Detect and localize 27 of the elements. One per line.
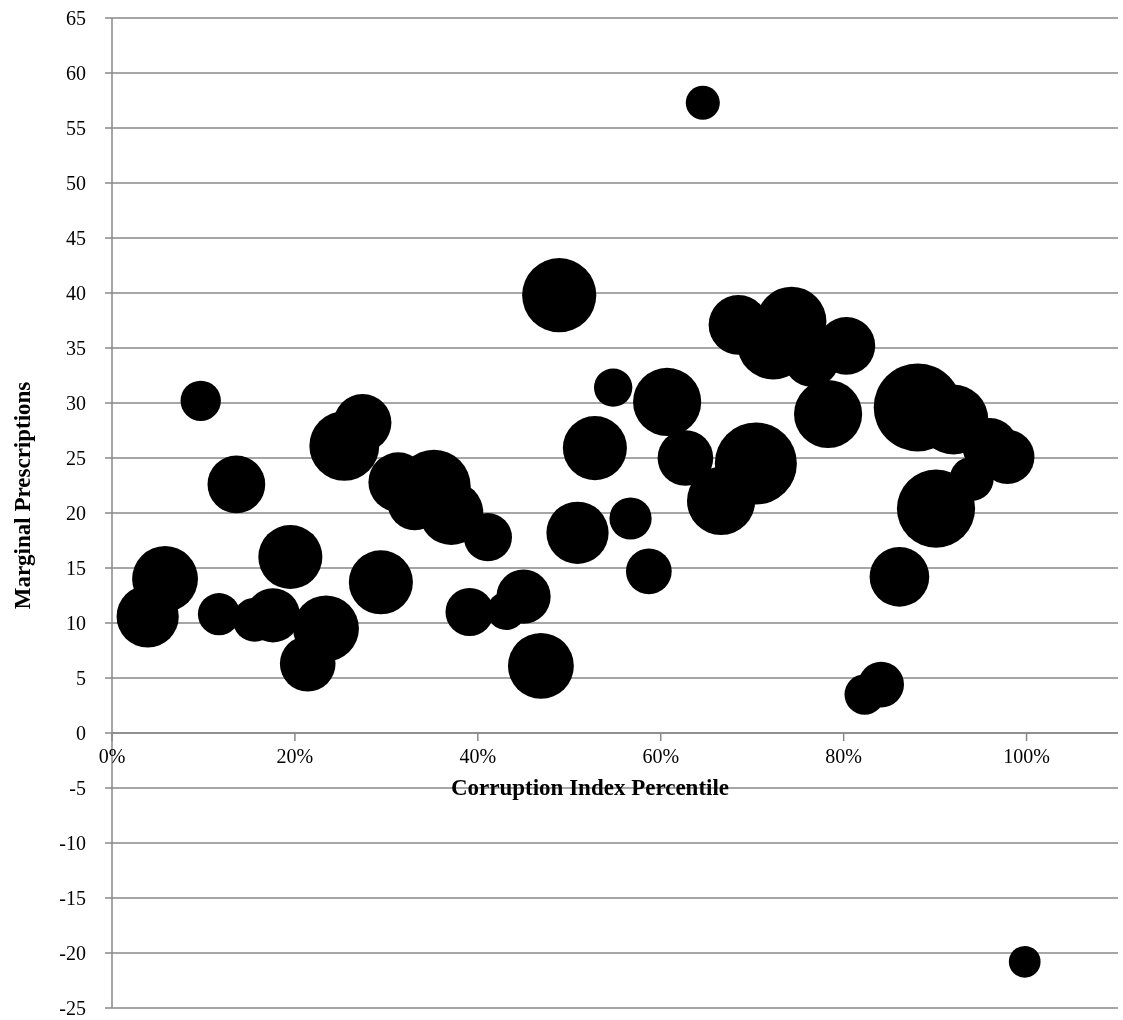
x-tick-label: 20%: [276, 745, 314, 767]
y-tick-label: 60: [66, 62, 86, 84]
y-tick-label: 15: [66, 557, 86, 579]
y-axis-title: Marginal Prescriptions: [10, 381, 35, 610]
x-tick-label: 60%: [642, 745, 680, 767]
y-tick-label: 30: [66, 392, 86, 414]
y-tick-label: -5: [69, 777, 86, 799]
x-tick-label: 0%: [98, 745, 126, 767]
y-tick-label: 10: [66, 612, 86, 634]
y-tick-label: -20: [59, 942, 86, 964]
y-tick-label: 35: [66, 337, 86, 359]
y-tick-label: 50: [66, 172, 86, 194]
x-tick-label: 80%: [825, 745, 862, 767]
x-axis-title: Corruption Index Percentile: [450, 775, 730, 800]
y-tick-label: -10: [59, 832, 86, 854]
y-tick-label: 55: [66, 117, 86, 139]
y-tick-label: 0: [76, 722, 86, 744]
x-tick-label: 100%: [1003, 745, 1050, 767]
y-tick-label: 40: [66, 282, 86, 304]
y-tick-label: 65: [66, 7, 86, 29]
y-tick-label: 5: [76, 667, 86, 689]
y-tick-label: -15: [59, 887, 86, 909]
x-tick-label: 40%: [459, 745, 497, 767]
y-tick-label: -25: [59, 997, 86, 1019]
y-tick-label: 45: [66, 227, 86, 249]
y-tick-label: 25: [66, 447, 86, 469]
y-tick-label: 20: [66, 502, 86, 524]
